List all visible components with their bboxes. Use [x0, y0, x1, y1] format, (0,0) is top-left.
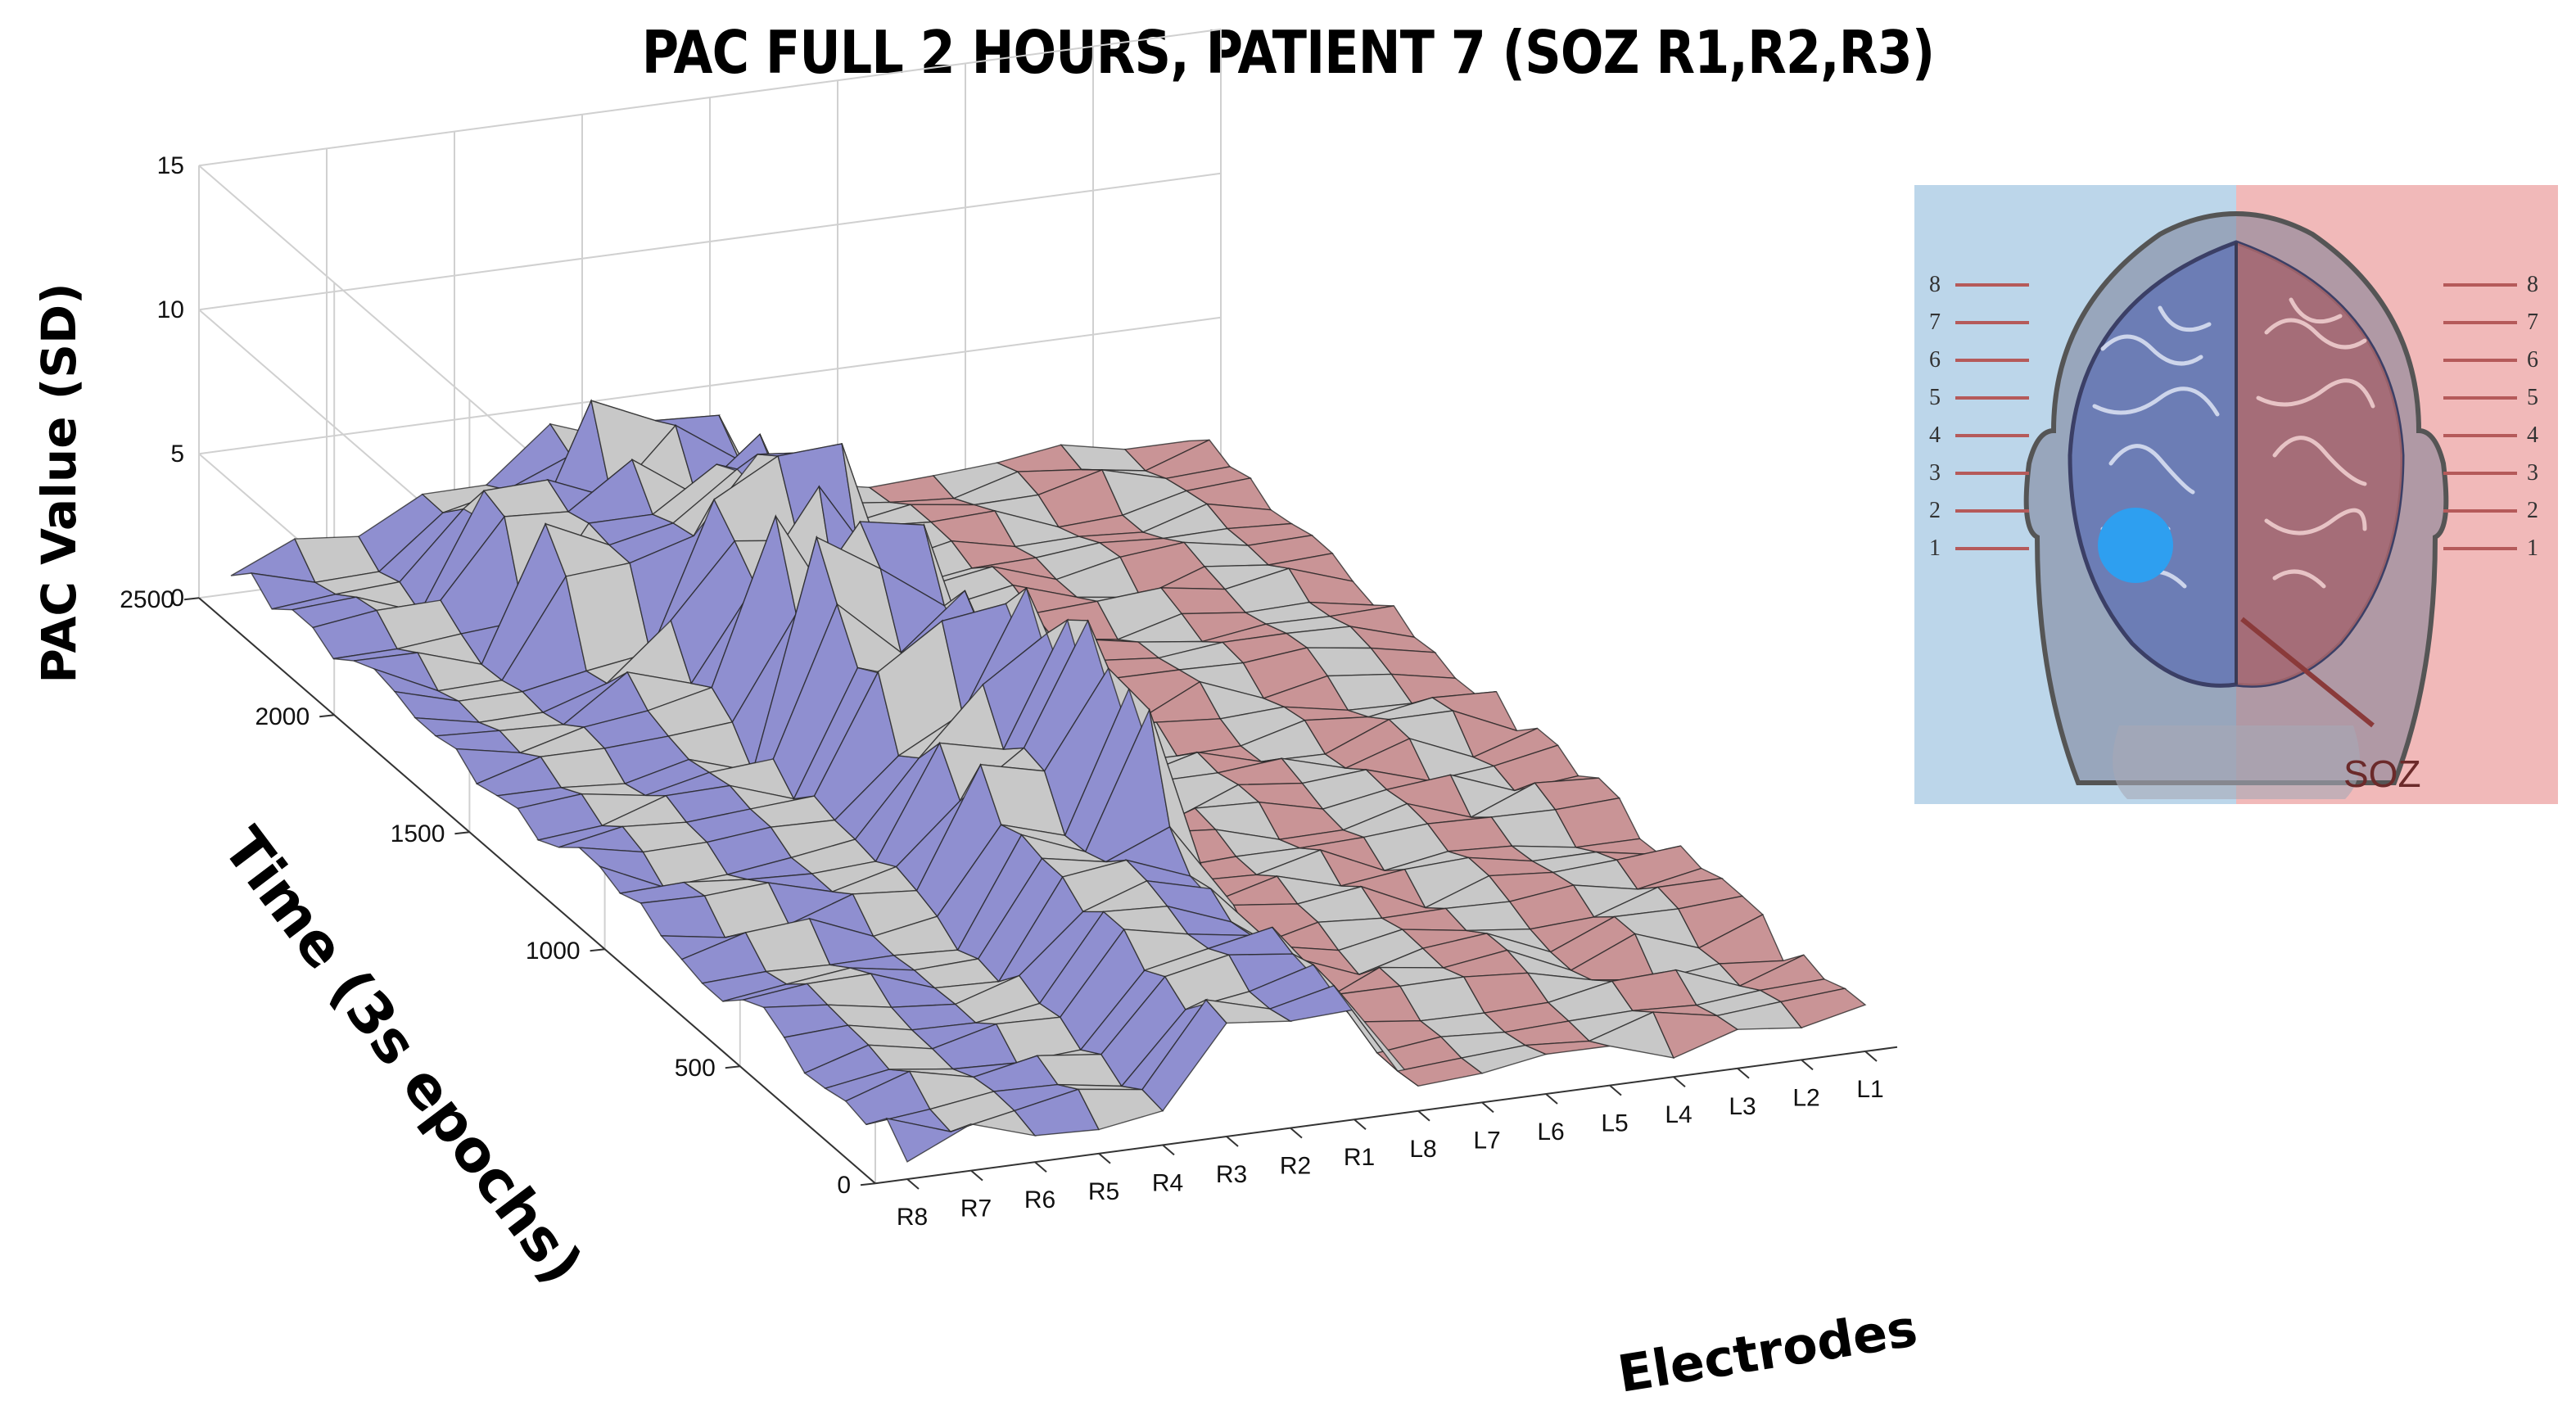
x-tick	[1673, 1076, 1686, 1087]
x-axis-label: Electrodes	[1614, 1298, 1921, 1404]
tick-labels: R8 R7 R6 R5 R4 R3 R2 R1 L8 L7 L6 L5 L4 L3 L2 L1 0 500 1000…	[120, 152, 1883, 1231]
head-outline	[2023, 211, 2449, 799]
x-tick	[1864, 1051, 1878, 1062]
x-tick-label: L1	[1856, 1076, 1883, 1103]
electrode-number: 1	[2527, 536, 2538, 561]
soz-marker	[2098, 508, 2173, 583]
x-tick	[1481, 1101, 1494, 1114]
x-axis-line	[874, 1046, 1898, 1185]
x-tick	[1801, 1059, 1814, 1071]
x-tick	[1290, 1127, 1303, 1139]
x-tick-label: L4	[1665, 1101, 1692, 1128]
x-tick-label: L8	[1409, 1136, 1436, 1163]
y-tick	[590, 948, 605, 952]
electrode-number: 4	[2527, 423, 2538, 448]
y-tick-label: 500	[675, 1055, 716, 1082]
electrode-number: 6	[1929, 347, 1941, 373]
x-tick	[1417, 1110, 1430, 1122]
z-axis-label: PAC Value (SD)	[31, 282, 87, 683]
brain-inset: 8 7 6 5 4 3 2 1 8 7 6 5 4 3 2 1 SOZ	[1914, 185, 2558, 804]
x-tick-label: L7	[1473, 1127, 1500, 1154]
y-tick-label: 1500	[391, 820, 445, 847]
electrode-number: 3	[1929, 460, 1941, 486]
x-tick-label: L6	[1537, 1118, 1564, 1146]
y-axis-line	[198, 597, 876, 1184]
x-tick-label: R6	[1024, 1186, 1055, 1213]
electrode-number: 2	[1929, 498, 1941, 523]
x-tick	[970, 1169, 983, 1182]
soz-label: SOZ	[2343, 752, 2421, 795]
x-tick	[1034, 1161, 1047, 1173]
x-tick	[906, 1178, 920, 1190]
y-tick-label: 1000	[526, 938, 581, 965]
y-tick	[860, 1182, 876, 1186]
y-tick	[454, 831, 470, 835]
electrode-number: 7	[2527, 310, 2538, 335]
x-tick	[1545, 1093, 1558, 1105]
x-tick-label: R1	[1344, 1144, 1375, 1171]
soz-pointer	[2240, 617, 2375, 728]
x-tick-label: R5	[1088, 1178, 1119, 1205]
electrode-number: 4	[1929, 423, 1941, 448]
electrode-number: 6	[2527, 347, 2538, 373]
page-title: PAC FULL 2 HOURS, PATIENT 7 (SOZ R1,R2,R…	[641, 18, 1935, 87]
y-axis-label: Time (3s epochs)	[210, 816, 595, 1297]
electrode-number: 5	[2527, 385, 2538, 410]
x-tick-label: R4	[1152, 1169, 1183, 1196]
electrode-number: 7	[1929, 310, 1941, 335]
x-tick-label: L5	[1601, 1110, 1628, 1137]
x-tick	[1609, 1084, 1622, 1096]
x-tick-label: R2	[1280, 1153, 1311, 1180]
y-tick-label: 2000	[255, 703, 310, 730]
left-electrode-lines: 8 7 6 5 4 3 2 1	[1929, 272, 2029, 561]
y-tick	[183, 597, 200, 601]
y-tick	[725, 1065, 740, 1069]
surface	[230, 399, 1867, 1163]
electrode-number: 5	[1929, 385, 1941, 410]
x-tick-label: L2	[1792, 1084, 1819, 1111]
x-tick-label: L3	[1729, 1093, 1756, 1120]
electrode-number: 8	[2527, 272, 2538, 297]
right-electrode-lines: 8 7 6 5 4 3 2 1	[2443, 272, 2538, 561]
electrode-number: 3	[2527, 460, 2538, 486]
z-tick-label: 15	[157, 152, 184, 179]
axes	[183, 597, 1898, 1190]
x-tick	[1162, 1144, 1175, 1156]
y-tick	[319, 714, 335, 718]
x-tick	[1098, 1153, 1111, 1164]
z-tick-label: 0	[170, 585, 184, 612]
electrode-number: 8	[1929, 272, 1941, 297]
y-tick-label: 0	[837, 1172, 851, 1199]
x-tick	[1737, 1068, 1750, 1079]
x-tick	[1354, 1118, 1367, 1130]
z-tick-label: 5	[170, 441, 184, 468]
y-tick-label: 2500	[120, 586, 174, 613]
electrode-number: 1	[1929, 536, 1941, 561]
x-tick	[1226, 1136, 1239, 1147]
z-tick-label: 10	[157, 296, 184, 323]
electrode-number: 2	[2527, 498, 2538, 523]
x-tick-label: R3	[1216, 1161, 1247, 1188]
x-tick-label: R8	[897, 1204, 928, 1231]
x-tick-label: R7	[960, 1195, 992, 1222]
surface-facet	[1779, 987, 1867, 1029]
